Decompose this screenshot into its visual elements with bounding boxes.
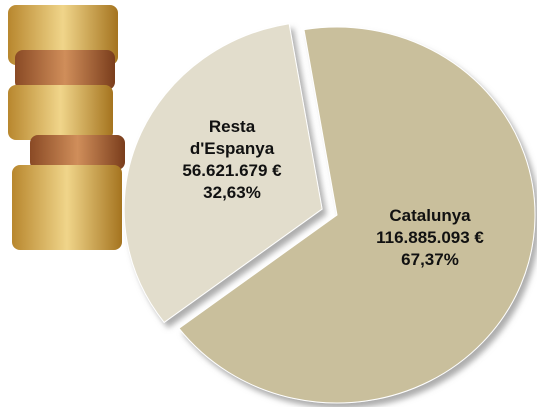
percent-label: 32,63% bbox=[203, 183, 261, 202]
category-label: Catalunya bbox=[389, 206, 471, 225]
amount-label: 116.885.093 € bbox=[376, 228, 484, 247]
slice-label: Catalunya 116.885.093 € 67,37% bbox=[376, 205, 484, 271]
percent-label: 67,37% bbox=[401, 250, 459, 269]
coins-decoration bbox=[8, 5, 125, 250]
category-label: Resta d'Espanya bbox=[189, 117, 275, 158]
amount-label: 56.621.679 € bbox=[182, 161, 282, 180]
slice-label: Resta d'Espanya 56.621.679 € 32,63% bbox=[182, 116, 282, 204]
pie bbox=[123, 23, 536, 404]
pie-slice bbox=[123, 23, 323, 324]
pie-slice bbox=[178, 26, 536, 404]
